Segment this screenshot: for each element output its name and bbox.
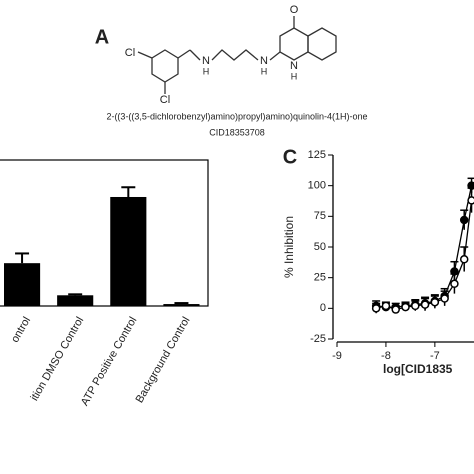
bar: [57, 295, 94, 306]
atom: N: [260, 55, 268, 67]
panel-label: A: [95, 26, 109, 48]
x-axis-label: log[CID1835: [383, 362, 453, 376]
atom: H: [291, 71, 298, 81]
atom: N: [290, 60, 298, 72]
point: [467, 196, 474, 205]
point: [391, 305, 400, 314]
atom: Cl: [160, 94, 170, 106]
x-tick-label: -8: [381, 350, 391, 362]
point: [459, 215, 469, 225]
bar: [4, 263, 41, 306]
panel-label: C: [283, 146, 297, 168]
point: [430, 297, 440, 307]
x-tick-label: -7: [430, 350, 440, 362]
bar: [110, 196, 147, 306]
series-line: [376, 185, 473, 308]
point: [371, 304, 381, 313]
point: [459, 255, 469, 264]
point: [411, 301, 420, 311]
y-tick-label: -25: [310, 333, 326, 345]
structure: [137, 16, 337, 94]
atom: H: [261, 66, 268, 76]
x-tick-label: ATP Positive Control: [79, 315, 140, 408]
point: [440, 294, 449, 303]
compound-id: CID18353708: [209, 127, 265, 137]
y-tick-label: 75: [314, 210, 326, 222]
point: [450, 279, 459, 289]
x-tick-label: ition DMSO Control: [29, 315, 87, 403]
x-tick-label: ontrol: [9, 315, 33, 345]
x-tick-label: Background Control: [134, 315, 193, 405]
plot-frame: [0, 159, 209, 307]
y-tick-label: 100: [308, 180, 326, 192]
point: [420, 300, 430, 309]
compound-name: 2-((3-((3,5-dichlorobenzyl)amino)propyl)…: [106, 111, 367, 121]
y-tick-label: 0: [320, 302, 326, 314]
point: [401, 302, 410, 312]
bar: [163, 304, 200, 306]
y-axis-label: % Inhibition: [282, 216, 296, 278]
atom: Cl: [125, 47, 135, 59]
x-tick-label: -9: [332, 350, 342, 362]
atom: N: [202, 55, 210, 67]
atom: H: [203, 66, 210, 76]
atom: O: [290, 4, 299, 16]
point: [381, 301, 391, 311]
y-tick-label: 50: [314, 241, 326, 253]
y-tick-label: 25: [314, 272, 326, 284]
y-tick-label: 125: [308, 149, 326, 161]
